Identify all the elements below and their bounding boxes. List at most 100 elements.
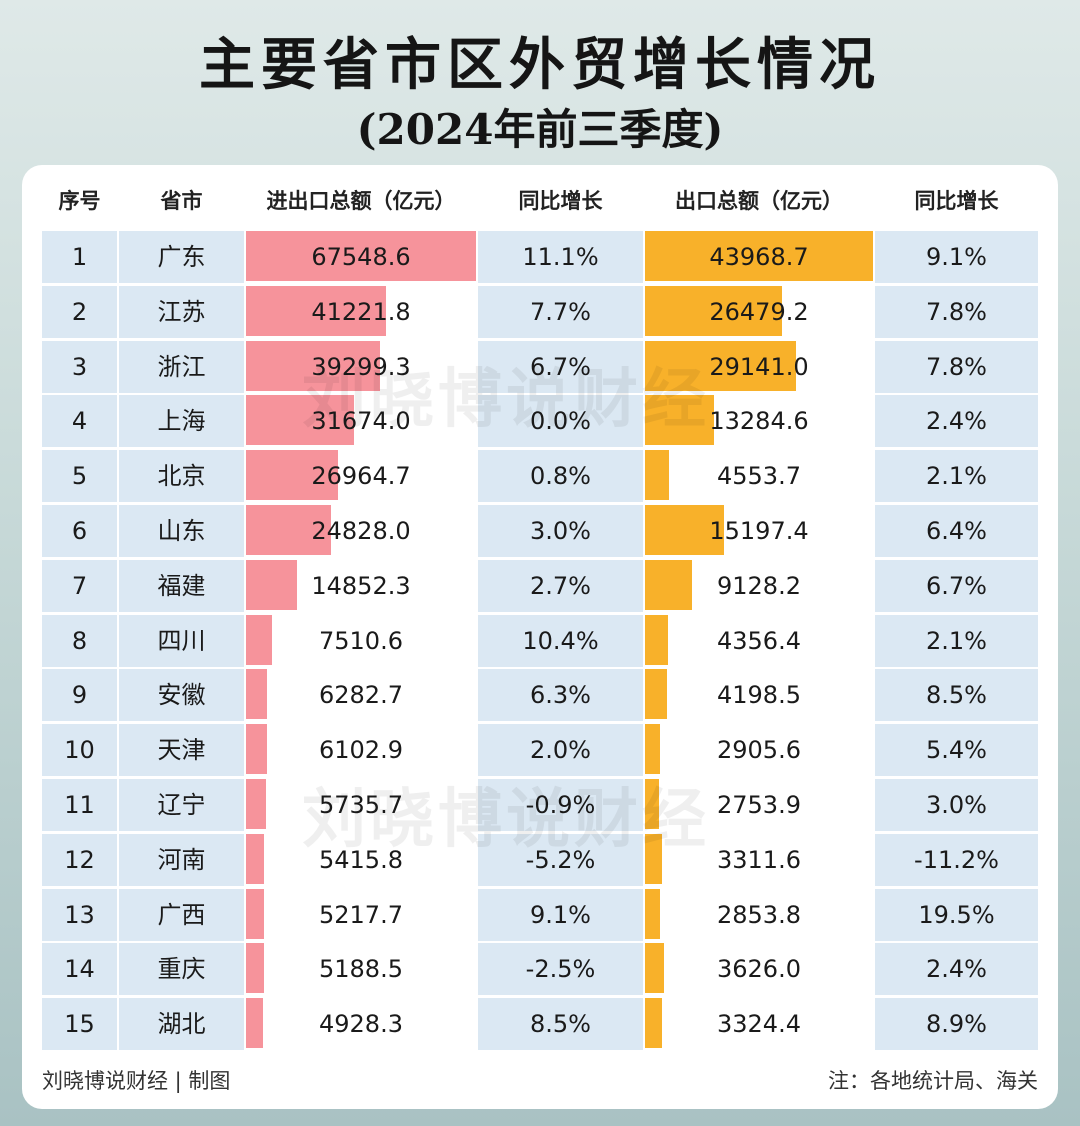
- total-growth-cell: -5.2%: [478, 833, 643, 886]
- total-cell: 24828.0: [246, 505, 476, 557]
- rank-cell: 4: [42, 395, 117, 448]
- rank-cell: 2: [42, 285, 117, 338]
- total-cell: 6102.9: [246, 724, 476, 776]
- rank-cell-value: 13: [64, 900, 95, 929]
- rank-cell-value: 6: [71, 517, 88, 545]
- col-header-export-growth: 同比增长: [914, 189, 999, 213]
- region-cell-value: 河南: [157, 845, 206, 874]
- total-growth-cell: 7.7%: [478, 285, 643, 338]
- total-cell: 6282.7: [246, 669, 476, 721]
- rank-cell-value: 4: [71, 407, 88, 436]
- rank-cell: 7: [42, 559, 117, 612]
- rank-cell-value: 10: [64, 736, 95, 765]
- total-growth-cell-value: 2.7%: [530, 571, 591, 600]
- region-cell-value: 安徽: [157, 681, 206, 710]
- rank-cell-value: 5: [71, 462, 88, 491]
- total-bar: [246, 669, 268, 720]
- total-cell-value: 6282.7: [319, 681, 403, 710]
- rank-cell: 14: [42, 943, 117, 996]
- export-growth-cell: 6.7%: [875, 559, 1038, 612]
- total-growth-cell: 2.0%: [478, 724, 643, 777]
- total-bar: [246, 285, 387, 336]
- export-growth-cell-value: 8.9%: [926, 1010, 987, 1039]
- region-cell-value: 山东: [157, 517, 206, 545]
- total-cell: 7510.6: [246, 614, 476, 667]
- total-bar: [246, 231, 476, 281]
- export-cell-value: 13284.6: [709, 407, 809, 436]
- total-growth-cell: 0.8%: [478, 450, 643, 503]
- region-cell: 河南: [119, 833, 244, 886]
- total-cell: 5188.5: [246, 943, 476, 995]
- export-growth-cell: 2.1%: [875, 614, 1038, 667]
- total-growth-cell: 10.4%: [478, 614, 643, 667]
- export-cell: 29141.0: [645, 340, 873, 393]
- total-growth-cell-value: -2.5%: [525, 955, 596, 984]
- total-cell-value: 6102.9: [319, 736, 403, 765]
- export-cell: 3626.0: [645, 943, 873, 995]
- table-row: 15 湖北 4928.3 8.5% 3324.4 8.9%: [42, 998, 1038, 1051]
- export-growth-cell: 2.4%: [875, 943, 1038, 996]
- total-cell-value: 26964.7: [311, 462, 411, 491]
- export-growth-cell: 5.4%: [875, 724, 1038, 777]
- export-cell: 15197.4: [645, 505, 873, 557]
- total-cell-value: 4928.3: [319, 1010, 403, 1039]
- region-cell-value: 福建: [157, 571, 206, 600]
- table-row: 13 广西 5217.7 9.1% 2853.8 19.5%: [42, 888, 1038, 941]
- rank-cell: 9: [42, 669, 117, 722]
- region-cell-value: 上海: [157, 407, 206, 436]
- total-growth-cell-value: 9.1%: [530, 900, 591, 929]
- export-cell-value: 43968.7: [709, 243, 809, 271]
- export-cell: 26479.2: [645, 285, 873, 338]
- rank-cell-value: 2: [71, 297, 88, 326]
- export-bar: [645, 231, 873, 281]
- total-growth-cell-value: 6.7%: [530, 352, 591, 381]
- table-row: 7 福建 14852.3 2.7% 9128.2 6.7%: [42, 559, 1038, 612]
- export-cell: 3324.4: [645, 998, 873, 1050]
- total-growth-cell: 11.1%: [478, 231, 643, 283]
- region-cell: 江苏: [119, 285, 244, 338]
- col-header-rank: 序号: [58, 189, 101, 213]
- export-growth-cell: 3.0%: [875, 779, 1038, 831]
- export-bar: [645, 395, 714, 446]
- region-cell: 四川: [119, 614, 244, 667]
- export-growth-cell: 8.5%: [875, 669, 1038, 722]
- region-cell-value: 湖北: [157, 1010, 206, 1039]
- rank-cell-value: 11: [64, 791, 95, 819]
- region-cell: 上海: [119, 395, 244, 448]
- rank-cell-value: 15: [64, 1010, 95, 1039]
- rank-cell: 1: [42, 231, 117, 283]
- export-growth-cell-value: 6.7%: [926, 571, 987, 600]
- rank-cell: 13: [42, 888, 117, 941]
- export-cell-value: 15197.4: [709, 517, 809, 545]
- export-cell: 9128.2: [645, 559, 873, 612]
- total-cell: 31674.0: [246, 395, 476, 447]
- region-cell: 安徽: [119, 669, 244, 722]
- export-growth-cell-value: 7.8%: [926, 297, 987, 326]
- region-cell: 浙江: [119, 340, 244, 393]
- export-growth-cell-value: 3.0%: [926, 791, 987, 819]
- rank-cell-value: 3: [71, 352, 88, 381]
- total-cell-value: 5735.7: [319, 791, 403, 819]
- total-growth-cell: 6.3%: [478, 669, 643, 722]
- export-cell: 13284.6: [645, 395, 873, 447]
- region-cell: 天津: [119, 724, 244, 777]
- total-bar: [246, 340, 380, 391]
- rank-cell: 12: [42, 833, 117, 886]
- export-cell: 4553.7: [645, 450, 873, 502]
- export-cell: 4356.4: [645, 614, 873, 667]
- table-row: 3 浙江 39299.3 6.7% 29141.0 7.8%: [42, 340, 1038, 393]
- total-bar: [246, 888, 264, 939]
- total-cell: 5735.7: [246, 779, 476, 831]
- export-bar: [645, 669, 667, 720]
- total-growth-cell: -2.5%: [478, 943, 643, 996]
- export-growth-cell: 2.1%: [875, 450, 1038, 503]
- export-cell-value: 4553.7: [717, 462, 801, 491]
- export-cell: 2905.6: [645, 724, 873, 776]
- export-growth-cell-value: 7.8%: [926, 352, 987, 381]
- region-cell: 辽宁: [119, 779, 244, 831]
- rank-cell: 8: [42, 614, 117, 667]
- export-cell-value: 2905.6: [717, 736, 801, 765]
- total-cell-value: 67548.6: [311, 243, 411, 271]
- chart-subtitle: (2024年前三季度): [356, 105, 724, 154]
- export-growth-cell: 8.9%: [875, 998, 1038, 1051]
